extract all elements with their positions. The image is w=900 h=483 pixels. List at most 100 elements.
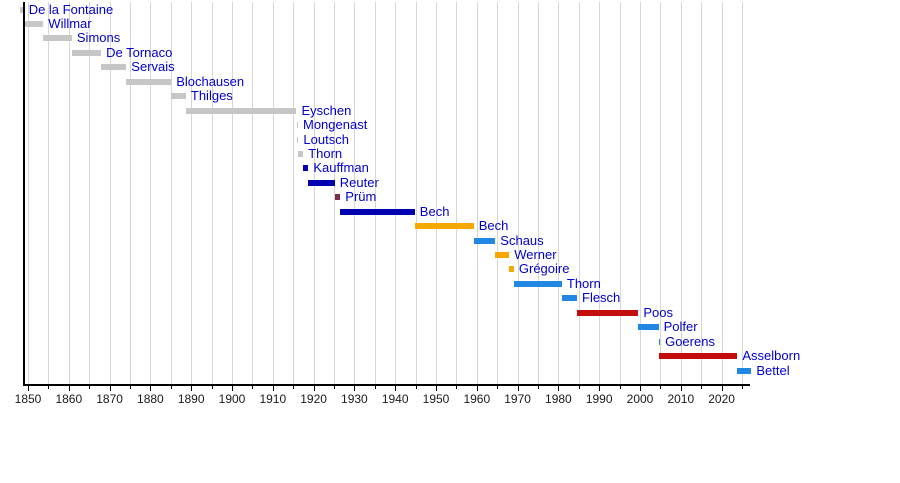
minister-label: Eyschen xyxy=(301,102,352,118)
term-bar-werner xyxy=(495,252,510,258)
major-tick-2010 xyxy=(680,386,682,391)
axis-year-label: 1940 xyxy=(381,392,409,406)
axis-year-label: 1910 xyxy=(259,392,287,406)
minister-label: Bettel xyxy=(756,362,790,378)
term-bar-poos xyxy=(577,309,639,316)
minor-tick-1855 xyxy=(48,386,50,389)
minister-label: Loutsch xyxy=(303,131,349,147)
axis-year-label: 1860 xyxy=(55,392,83,406)
term-bar-thorn xyxy=(297,150,304,157)
minister-label: Schaus xyxy=(500,232,544,248)
term-bar-eyschen xyxy=(185,107,297,114)
axis-year-label: 1990 xyxy=(585,392,613,406)
gridline-1980 xyxy=(558,2,560,384)
minister-label: Blochausen xyxy=(176,73,245,89)
axis-year-label: 1950 xyxy=(422,392,450,406)
minor-tick-1925 xyxy=(334,386,335,389)
gridline-1985 xyxy=(578,2,580,384)
term-bar-simons xyxy=(43,35,72,42)
minister-label: Bech xyxy=(419,203,450,219)
major-tick-1850 xyxy=(28,386,29,391)
major-tick-2000 xyxy=(640,386,641,391)
major-tick-1930 xyxy=(354,386,356,391)
axis-year-label: 1980 xyxy=(545,392,572,406)
term-bar-loutsch xyxy=(296,136,299,143)
minor-tick-1975 xyxy=(538,386,539,389)
minister-label: Mongenast xyxy=(303,117,368,132)
term-bar-asselborn xyxy=(658,353,738,360)
axis-year-label: 1850 xyxy=(14,392,42,406)
gridline-1905 xyxy=(252,2,254,384)
gridline-1975 xyxy=(538,2,539,384)
term-bar-schaus xyxy=(473,237,496,244)
minor-tick-2015 xyxy=(701,386,703,389)
major-tick-1920 xyxy=(313,386,315,391)
minor-tick-1915 xyxy=(293,386,295,389)
minor-tick-2025 xyxy=(742,386,743,389)
axis-year-label: 2020 xyxy=(708,392,735,406)
gridline-1970 xyxy=(517,2,519,384)
gridline-1910 xyxy=(272,2,274,384)
gridline-2020 xyxy=(721,2,723,384)
minor-tick-1885 xyxy=(170,386,172,389)
minister-label: De Tornaco xyxy=(106,44,173,60)
axis-year-label: 2010 xyxy=(667,392,695,406)
gridline-1930 xyxy=(354,2,356,384)
major-tick-1950 xyxy=(436,386,437,391)
axis-year-label: 1930 xyxy=(341,392,368,406)
minor-tick-1895 xyxy=(211,386,213,389)
minister-label: Grégoire xyxy=(518,261,570,277)
axis-year-label: 1920 xyxy=(300,392,327,406)
gridline-2000 xyxy=(640,2,641,384)
term-bar-de-la-fontaine xyxy=(19,6,24,13)
gridline-1995 xyxy=(619,2,621,384)
term-bar-willmar xyxy=(23,20,44,27)
term-bar-bech xyxy=(414,223,474,230)
gridline-1925 xyxy=(334,2,335,384)
gridline-1965 xyxy=(497,2,499,384)
axis-year-label: 2000 xyxy=(626,392,654,406)
term-bar-kauffman xyxy=(303,165,309,172)
gridline-1950 xyxy=(436,2,437,384)
major-tick-1860 xyxy=(68,386,70,391)
gridline-1850 xyxy=(28,2,29,384)
gridline-1945 xyxy=(415,2,417,384)
gridline-2010 xyxy=(680,2,682,384)
minor-tick-2005 xyxy=(660,386,662,389)
minister-label: Simons xyxy=(76,30,121,46)
gridline-1935 xyxy=(374,2,376,384)
term-bar-mongenast xyxy=(296,122,298,128)
term-bar-bettel xyxy=(737,367,752,374)
minor-tick-1995 xyxy=(619,386,621,389)
term-bar-blochausen xyxy=(126,78,172,85)
gridline-1890 xyxy=(191,2,193,384)
minor-tick-1965 xyxy=(497,386,499,389)
minister-label: Flesch xyxy=(582,290,621,306)
gridline-1940 xyxy=(395,2,397,384)
minister-label: Werner xyxy=(514,247,557,262)
minister-label: Servais xyxy=(131,59,175,75)
term-bar-gr-goire xyxy=(509,266,514,273)
gridline-1885 xyxy=(170,2,172,384)
axis-year-label: 1870 xyxy=(96,392,123,406)
major-tick-1900 xyxy=(232,386,233,391)
minister-label: Asselborn xyxy=(742,348,801,364)
major-tick-1890 xyxy=(191,386,193,391)
major-tick-1940 xyxy=(395,386,397,391)
gridline-2025 xyxy=(742,2,743,384)
minister-label: Thorn xyxy=(566,275,601,291)
term-bar-thorn xyxy=(513,280,562,287)
minister-label: Goerens xyxy=(665,333,715,349)
gridline-1875 xyxy=(130,2,131,384)
term-bar-de-tornaco xyxy=(71,49,102,56)
minor-tick-1945 xyxy=(415,386,417,389)
minister-label: De la Fontaine xyxy=(28,1,114,17)
axis-year-label: 1970 xyxy=(504,392,531,406)
major-tick-1980 xyxy=(558,386,560,391)
gridline-1955 xyxy=(456,2,458,384)
minor-tick-1955 xyxy=(456,386,458,389)
minor-tick-1935 xyxy=(374,386,376,389)
term-bar-reuter xyxy=(308,179,335,186)
minister-label: Poos xyxy=(643,304,674,320)
term-bar-pr-m xyxy=(334,194,341,201)
